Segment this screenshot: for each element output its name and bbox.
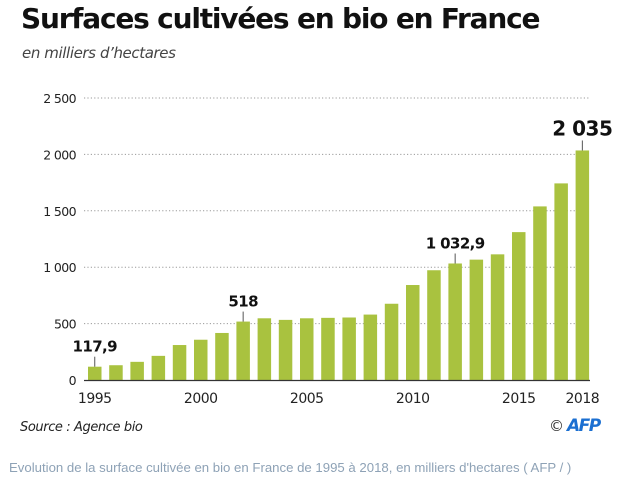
y-axis-labels: 0 500 1 000 1 500 2 000 2 500	[43, 91, 77, 388]
bar-2007	[342, 317, 356, 380]
bar-2005	[300, 318, 314, 380]
annotation-label: 1 032,9	[426, 234, 485, 252]
bar-2017	[554, 183, 568, 380]
bar-1996	[109, 365, 123, 380]
source-note: Source : Agence bio	[20, 420, 143, 435]
annotation-label: 2 035	[552, 116, 612, 140]
bar-2010	[406, 285, 420, 380]
bar-2002	[236, 321, 250, 380]
annotations: 117,9 518 1 032,9 2 035	[73, 116, 613, 367]
credit: © AFP	[549, 416, 601, 436]
y-tick-label: 1 000	[43, 260, 76, 275]
bar-2014	[490, 254, 505, 380]
bar-2008	[363, 314, 378, 380]
copyright-icon: ©	[549, 417, 564, 435]
bar-2012	[448, 263, 462, 380]
bar-2006	[321, 317, 335, 380]
x-tick-label: 1995	[78, 391, 112, 407]
x-tick-label: 2018	[566, 391, 600, 407]
bar-2004	[278, 319, 293, 380]
bars	[88, 150, 590, 380]
y-tick-label: 2 000	[43, 147, 76, 162]
bar-2013	[469, 259, 484, 380]
bar-2003	[257, 318, 272, 380]
bar-1997	[130, 361, 144, 380]
gridlines	[84, 97, 590, 325]
bar-2001	[215, 332, 229, 380]
bar-2016	[533, 206, 547, 380]
annotation-label: 117,9	[73, 338, 118, 356]
bar-2011	[427, 270, 441, 380]
afp-logo: AFP	[567, 416, 601, 436]
x-tick-label: 2000	[184, 391, 218, 407]
y-tick-label: 2 500	[43, 91, 76, 106]
y-tick-label: 0	[69, 373, 77, 388]
image-caption: Evolution de la surface cultivée en bio …	[9, 460, 572, 475]
x-axis-labels: 1995 2000 2005 2010 2015 2018	[78, 391, 600, 407]
bar-2009	[384, 303, 399, 380]
x-tick-label: 2010	[396, 391, 430, 407]
x-tick-label: 2005	[290, 391, 324, 407]
bar-1998	[151, 355, 166, 380]
annotation-label: 518	[228, 293, 258, 311]
bar-1999	[172, 345, 187, 380]
y-tick-label: 1 500	[43, 204, 76, 219]
chart-subtitle: en milliers d’hectares	[22, 44, 176, 62]
bar-2018	[575, 150, 590, 380]
chart-title: Surfaces cultivées en bio en France	[21, 2, 540, 35]
x-tick-label: 2015	[502, 391, 536, 407]
bar-2015	[512, 232, 526, 380]
y-tick-label: 500	[54, 317, 77, 332]
bar-1995	[88, 366, 102, 380]
bar-2000	[194, 339, 208, 380]
